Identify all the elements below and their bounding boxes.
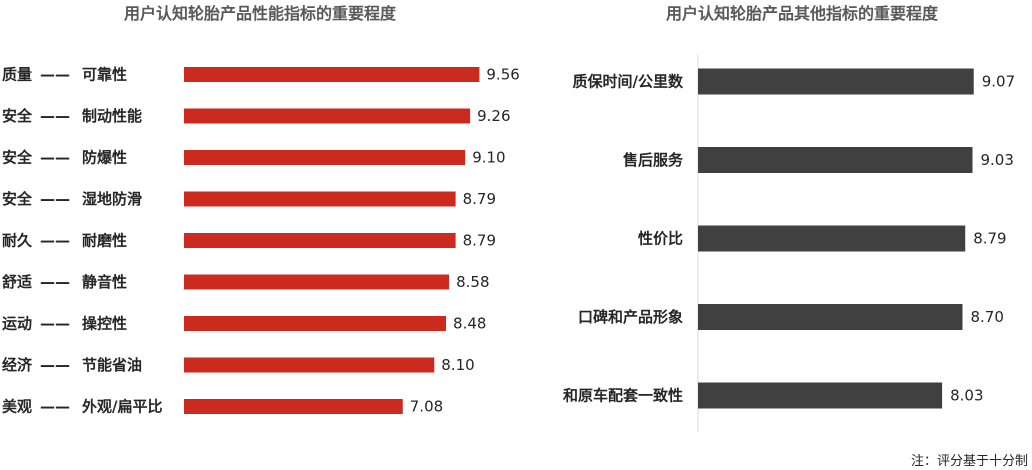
left-category-item-label: 湿地防滑 [82,190,142,208]
right-bar-value-label: 9.03 [981,151,1014,169]
right-category-label: 口碑和产品形象 [578,308,683,326]
right-category-label: 质保时间/公里数 [573,73,684,91]
right-bar [698,147,973,173]
left-chart: 质量 —— 可靠性 9.56 安全 —— 制动性能 9.26 安全 —— 防爆性 9.10 安全 —— 湿地… [2,66,520,416]
right-bar [698,304,963,330]
footnote: 注：评分基于十分制 [911,454,1028,469]
left-chart-title: 用户认知轮胎产品性能指标的重要程度 [124,4,397,23]
right-category-label: 和原车配套一致性 [563,387,683,405]
left-category-item-label: 制动性能 [82,107,142,125]
left-category-group-label: 安全 [2,107,33,125]
right-bar [698,68,974,95]
left-category-separator: —— [40,190,70,208]
left-bar [184,316,447,331]
left-bar-value-label: 8.79 [463,232,496,250]
left-category-item-label: 防爆性 [82,149,127,167]
left-category-item-label: 操控性 [82,315,127,333]
left-bar-value-label: 8.10 [441,356,474,374]
left-bar-value-label: 8.79 [463,190,496,208]
left-category-group-label: 耐久 [2,232,33,250]
right-category-label: 性价比 [638,230,683,248]
left-category-item-label: 外观/扁平比 [81,398,162,416]
left-category-separator: —— [40,232,70,250]
right-bar [698,225,966,252]
left-category-group-label: 舒适 [2,273,32,291]
left-category-group-label: 安全 [2,149,33,167]
left-category-group-label: 经济 [2,356,33,374]
left-bar-value-label: 9.56 [486,66,519,84]
left-category-group-label: 安全 [2,190,33,208]
right-bar [698,382,943,409]
left-bar [184,357,435,373]
left-bar-value-label: 9.26 [477,107,510,125]
left-category-group-label: 美观 [2,398,32,416]
left-category-group-label: 运动 [2,315,32,333]
left-bar-value-label: 8.48 [453,315,486,333]
left-category-separator: —— [40,66,70,84]
left-bar-value-label: 9.10 [472,149,505,167]
left-bar [184,233,456,248]
left-category-item-label: 静音性 [82,273,127,291]
left-category-separator: —— [40,315,70,333]
right-bar-value-label: 8.03 [950,387,983,405]
left-category-item-label: 可靠性 [82,66,127,84]
left-bar [184,274,450,290]
left-category-separator: —— [40,273,70,291]
right-chart: 质保时间/公里数 9.07 售后服务 9.03 性价比 8.79 口碑和产品形象 8.70 和原… [563,55,1015,432]
left-category-separator: —— [40,398,70,416]
left-category-separator: —— [40,356,70,374]
left-category-item-label: 耐磨性 [82,232,127,250]
right-bar-value-label: 9.07 [982,73,1015,91]
left-category-item-label: 节能省油 [82,356,142,374]
left-bar [184,399,403,414]
right-category-label: 售后服务 [623,151,684,169]
left-category-group-label: 质量 [2,66,32,84]
left-category-separator: —— [40,149,70,167]
right-chart-title: 用户认知轮胎产品其他指标的重要程度 [666,4,939,23]
left-bar [184,67,480,82]
right-bar-value-label: 8.79 [973,230,1006,248]
right-bar-value-label: 8.70 [970,308,1003,326]
left-bar-value-label: 8.58 [456,273,489,291]
left-bar [184,191,456,207]
left-bar [184,108,471,124]
left-category-separator: —— [40,107,70,125]
left-bar [184,150,466,165]
left-bar-value-label: 7.08 [410,398,443,416]
